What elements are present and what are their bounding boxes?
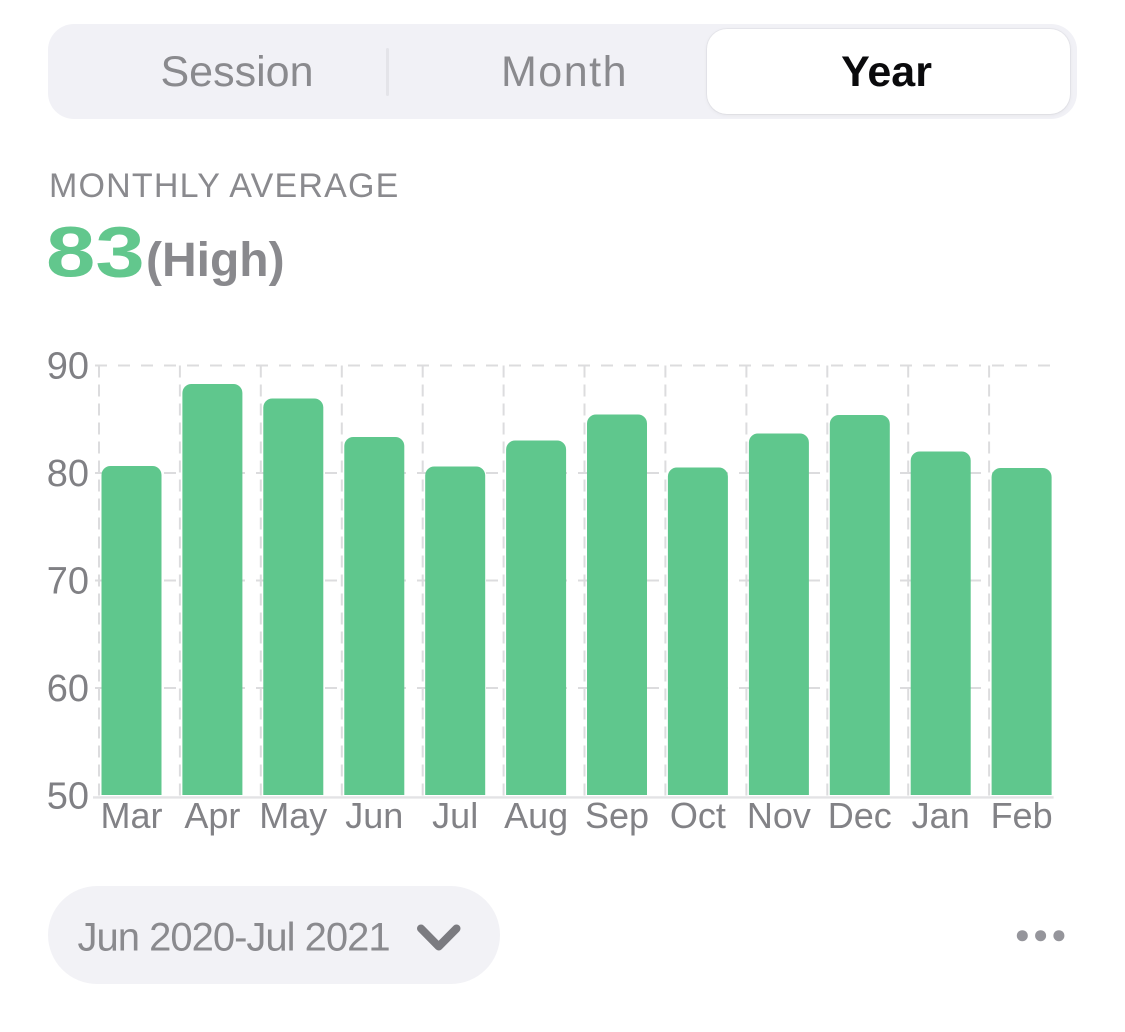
svg-text:Mar: Mar [101,795,163,836]
svg-text:Jan: Jan [912,795,970,836]
svg-text:Jul: Jul [432,795,478,836]
svg-text:70: 70 [47,561,89,603]
svg-text:Aug: Aug [504,795,568,836]
svg-text:Dec: Dec [828,795,892,836]
svg-text:Feb: Feb [991,795,1053,836]
svg-text:Session: Session [161,48,314,96]
svg-text:Apr: Apr [184,795,240,836]
svg-text:80: 80 [47,453,89,495]
svg-text:50: 50 [47,776,89,818]
svg-text:Year: Year [841,48,932,96]
svg-text:(High): (High) [146,234,285,287]
svg-text:83: 83 [46,213,145,293]
svg-text:90: 90 [47,346,89,388]
svg-text:Sep: Sep [585,795,649,836]
svg-text:Jun: Jun [345,795,403,836]
svg-text:Month: Month [501,48,628,96]
svg-text:May: May [259,795,327,836]
svg-text:Nov: Nov [747,795,811,836]
svg-text:Oct: Oct [670,795,726,836]
svg-text:MONTHLY AVERAGE: MONTHLY AVERAGE [49,167,400,205]
svg-text:Jun 2020-Jul 2021: Jun 2020-Jul 2021 [78,916,390,960]
svg-text:60: 60 [47,668,89,710]
